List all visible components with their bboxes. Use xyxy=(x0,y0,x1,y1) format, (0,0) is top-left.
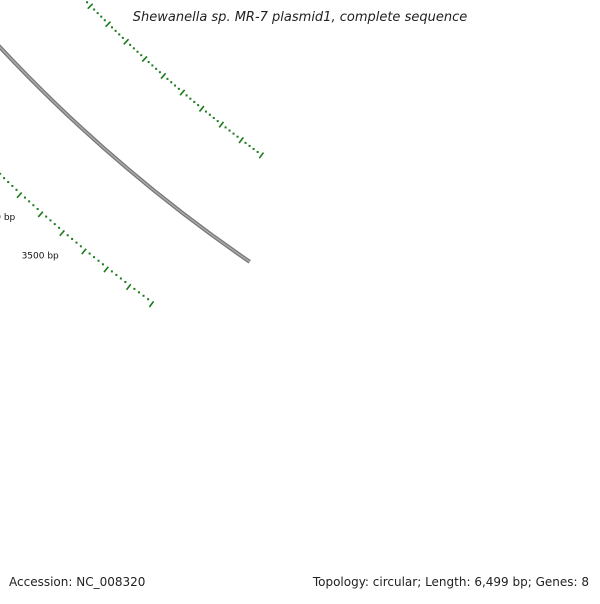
inner-dot xyxy=(174,84,177,87)
scale-dot xyxy=(7,181,10,184)
inner-dot xyxy=(158,71,161,74)
inner-dot xyxy=(177,87,180,90)
inner-dot xyxy=(204,110,207,113)
inner-dot xyxy=(193,100,196,103)
inner-dot xyxy=(147,61,150,64)
inner-dot xyxy=(110,26,113,29)
scale-dot xyxy=(101,263,104,266)
scale-dot xyxy=(75,241,78,244)
inner-dot xyxy=(185,94,188,97)
scale-dot xyxy=(119,277,122,280)
inner-tick xyxy=(238,136,244,144)
inner-dot xyxy=(248,144,251,147)
inner-tick xyxy=(179,89,186,96)
scale-dot xyxy=(93,256,96,259)
scale-dot xyxy=(88,252,91,255)
scale-dot xyxy=(110,270,113,273)
scale-dot xyxy=(49,219,52,222)
sequence-backbone xyxy=(0,44,251,264)
scale-dot xyxy=(79,245,82,248)
inner-dot xyxy=(140,54,143,57)
scale-dot xyxy=(97,259,100,262)
scale-dot xyxy=(36,208,39,211)
inner-dot xyxy=(170,81,173,84)
inner-dot xyxy=(96,12,99,15)
inner-dot xyxy=(224,126,227,129)
inner-tick xyxy=(123,38,130,45)
scale-tick xyxy=(148,300,155,308)
inner-dot xyxy=(151,64,154,67)
scale-dot xyxy=(58,226,61,229)
inner-dot xyxy=(244,141,247,144)
inner-dot xyxy=(189,97,192,100)
inner-dot xyxy=(132,47,135,50)
scale-tick xyxy=(37,211,44,218)
scale-dot xyxy=(66,234,69,237)
scale-dot xyxy=(3,177,6,180)
scale-dot xyxy=(32,204,35,207)
inner-dot xyxy=(93,8,96,11)
inner-dot xyxy=(212,116,215,119)
inner-dot xyxy=(118,33,121,36)
scale-tick xyxy=(81,248,87,255)
inner-tick xyxy=(218,121,225,128)
inner-tick xyxy=(87,3,94,10)
scale-dot xyxy=(147,298,150,301)
inner-dot xyxy=(252,147,255,150)
backbone-highlight xyxy=(0,45,251,263)
scale-tick xyxy=(0,172,2,176)
scale-dot xyxy=(124,280,127,283)
scale-tick xyxy=(16,192,23,199)
inner-dot xyxy=(208,113,211,116)
inner-dot xyxy=(100,15,103,18)
scale-dot xyxy=(137,291,140,294)
scale-tick xyxy=(59,229,65,237)
scale-dot xyxy=(28,200,31,203)
scale-dot xyxy=(23,196,26,199)
inner-dot xyxy=(197,104,200,107)
accession-label: Accession: NC_008320 xyxy=(9,575,146,589)
inner-dotted-ring xyxy=(86,1,265,159)
scale-dot xyxy=(71,237,74,240)
inner-dot xyxy=(155,67,158,70)
inner-dot xyxy=(121,36,124,39)
inner-dot xyxy=(232,132,235,135)
map-title: Shewanella sp. MR-7 plasmid1, complete s… xyxy=(132,10,468,25)
sequence-summary: Topology: circular; Length: 6,499 bp; Ge… xyxy=(312,575,589,589)
inner-dot xyxy=(114,29,117,32)
inner-tick xyxy=(141,55,148,63)
inner-tick xyxy=(105,21,112,28)
inner-dot xyxy=(166,77,169,80)
scale-tick xyxy=(103,266,109,273)
inner-tick xyxy=(160,72,167,80)
scale-dot xyxy=(142,294,145,297)
scale-dot xyxy=(53,223,56,226)
scale-dot xyxy=(15,188,18,191)
scale-tick xyxy=(125,283,132,291)
outer-tick-ring xyxy=(0,172,155,308)
scale-dot xyxy=(11,184,14,187)
scale-dot xyxy=(133,287,136,290)
scale-dot xyxy=(115,273,118,276)
inner-dot xyxy=(216,120,219,123)
inner-dot xyxy=(228,129,231,132)
tick-label: 3550 bp xyxy=(0,213,16,223)
inner-tick xyxy=(258,152,265,159)
inner-dot xyxy=(86,1,89,4)
backbone-line xyxy=(0,44,251,264)
scale-dot xyxy=(45,215,48,218)
inner-dot xyxy=(236,135,239,138)
inner-dot xyxy=(129,43,132,46)
inner-dot xyxy=(103,19,106,22)
tick-label-layer: 4000 bp3950 bp3900 bp3850 bp3800 bp3750 … xyxy=(0,213,59,262)
inner-tick xyxy=(198,105,205,112)
inner-dot xyxy=(256,150,259,153)
inner-dot xyxy=(136,50,139,53)
tick-label: 3500 bp xyxy=(22,252,59,262)
